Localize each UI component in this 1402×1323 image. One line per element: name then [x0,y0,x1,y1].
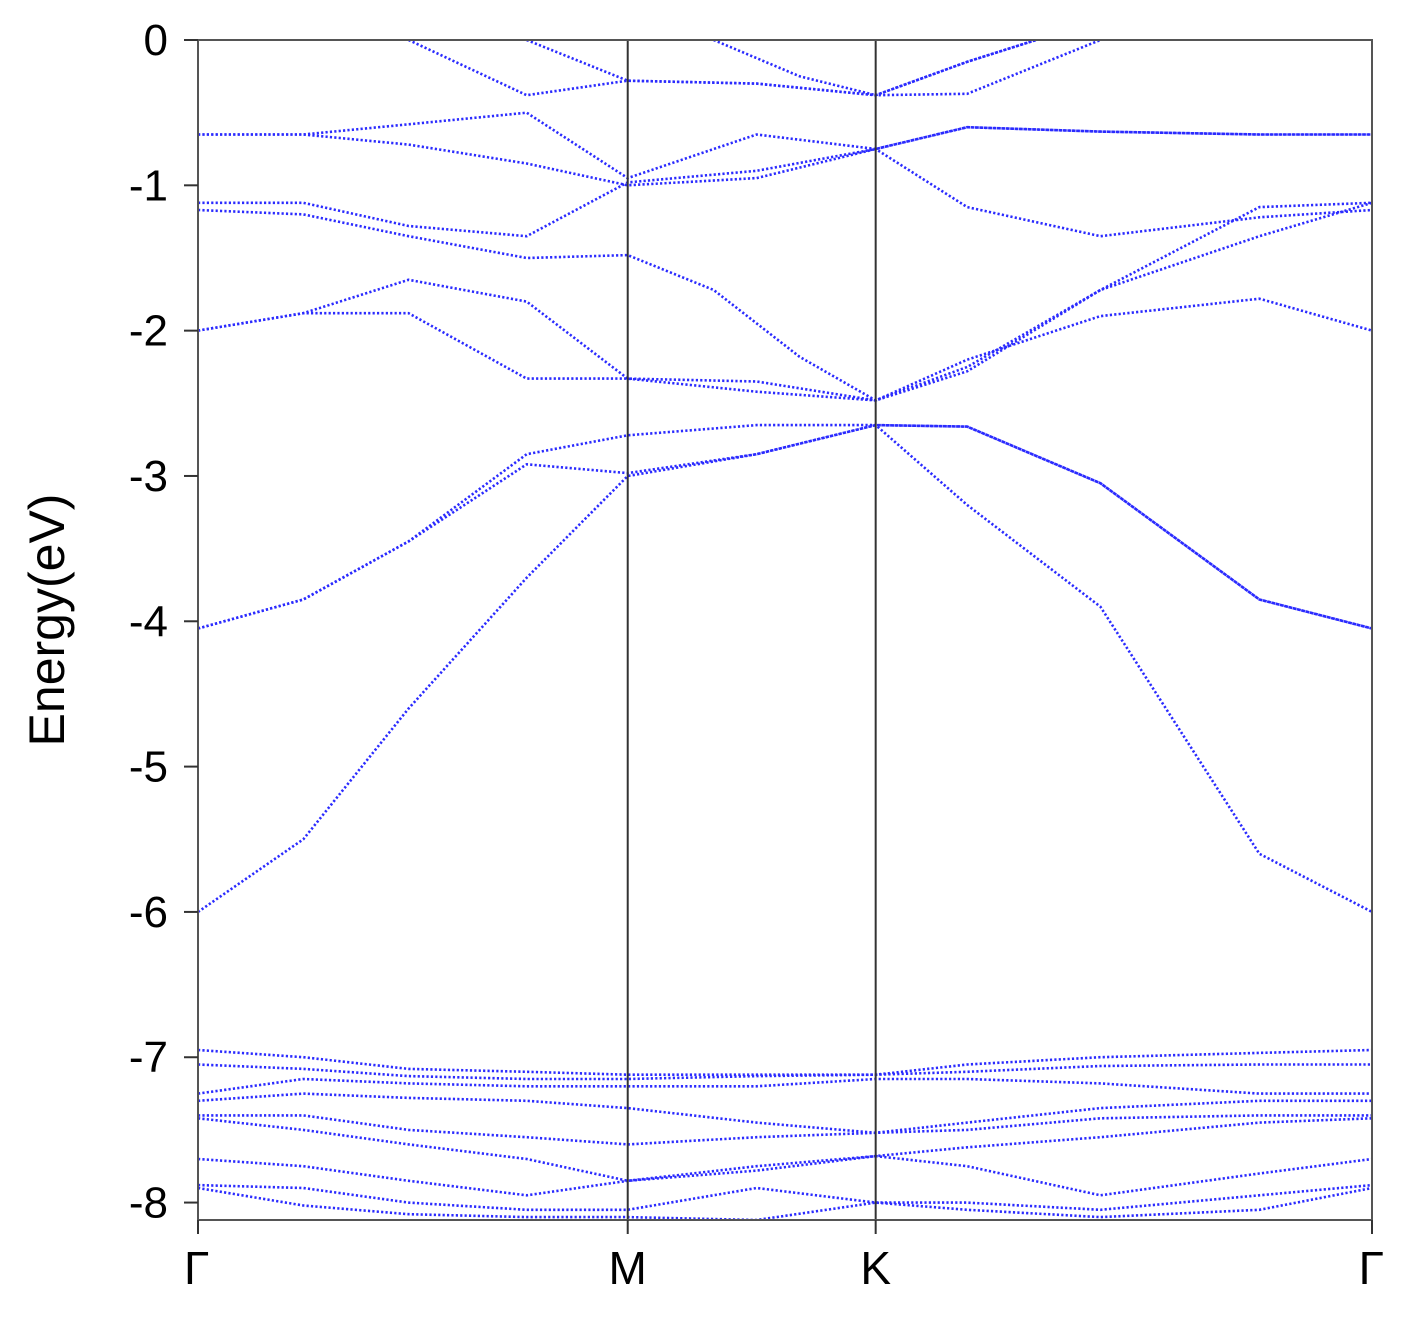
band-line-11 [526,40,1037,97]
y-axis-title: Energy(eV) [19,494,75,747]
band-line-8 [198,111,1372,180]
y-tick-label: -5 [129,743,168,792]
band-line-1 [198,423,1372,914]
band-line-19 [198,1154,1372,1197]
y-tick-label: -8 [129,1179,168,1228]
kpoint-label-2: M [609,1242,647,1294]
band-line-6 [198,147,1372,238]
band-lines [198,40,1372,1220]
kpoint-label-3: K [860,1242,891,1294]
plot-frame [197,39,1373,1221]
band-line-5 [198,201,1372,402]
band-line-17 [198,1114,1372,1146]
band-line-21 [198,1186,1372,1220]
band-line-10 [408,40,1101,97]
band-line-15 [198,1077,1372,1095]
band-line-9 [198,125,1372,187]
band-line-18 [198,1117,1372,1183]
band-line-4 [198,278,1372,402]
y-tick-label: -7 [129,1033,168,1082]
band-line-7 [198,201,1372,402]
y-tick-label: -2 [129,307,168,356]
kpoint-label-4: Γ [1359,1242,1384,1294]
y-tick-label: -3 [129,452,168,501]
y-tick-label: 0 [144,16,168,65]
y-tick-label: -1 [129,161,168,210]
kpoint-label-1: Γ [184,1242,209,1294]
y-tick-label: -4 [129,597,168,646]
band-line-14 [198,1063,1372,1081]
kpoint-divider-lines [626,40,877,1220]
y-axis-ticks: 0 -1 -2 -3 -4 -5 -6 -7 -8 [129,16,198,1228]
y-tick-label: -6 [129,888,168,937]
band-line-3 [198,423,1372,630]
band-line-20 [198,1183,1372,1212]
band-line-16 [198,1092,1372,1135]
band-line-13 [198,1048,1372,1076]
band-line-2 [198,423,1372,630]
